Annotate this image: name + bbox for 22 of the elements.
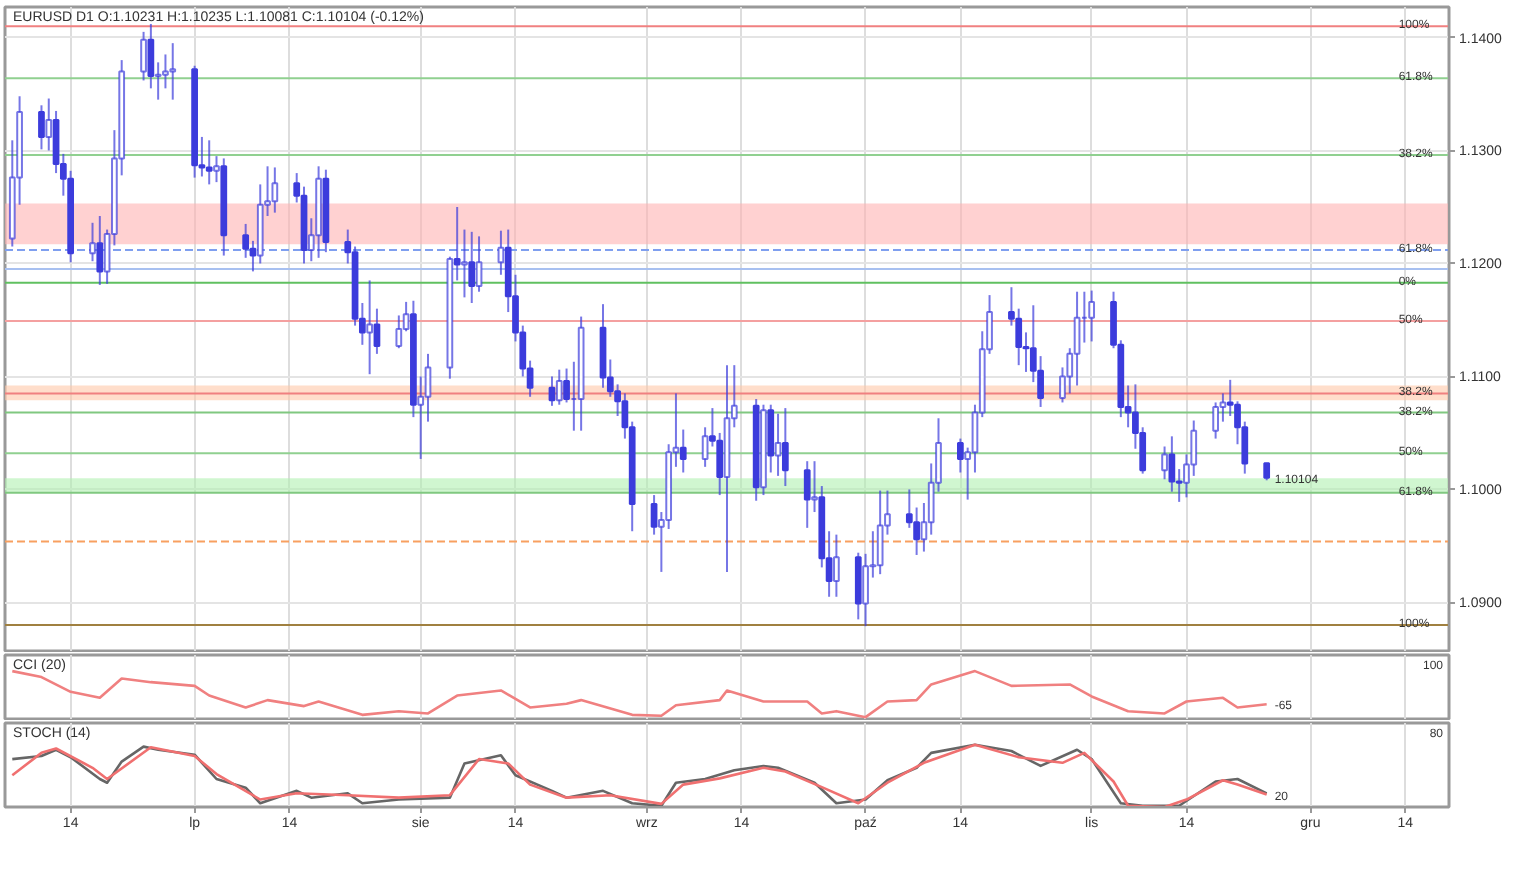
candlestick: [169, 42, 177, 101]
candlestick: [468, 230, 476, 305]
candlestick: [774, 412, 782, 477]
candlestick: [548, 375, 556, 407]
candlestick: [803, 460, 811, 529]
candlestick: [1088, 289, 1096, 343]
candlestick: [781, 407, 789, 488]
candlestick: [475, 235, 483, 293]
candlestick: [1073, 290, 1081, 387]
candlestick: [555, 368, 563, 406]
candlestick: [96, 215, 104, 286]
candlestick: [205, 139, 213, 186]
candlestick: [1212, 401, 1219, 440]
candlestick: [366, 279, 374, 376]
candlestick: [38, 104, 45, 151]
candlestick: [140, 30, 147, 82]
candlestick: [461, 228, 468, 299]
candlestick: [1161, 445, 1168, 481]
candlestick: [833, 533, 840, 598]
candlestick: [271, 166, 279, 214]
candlestick: [876, 489, 884, 576]
candlestick: [854, 551, 862, 621]
